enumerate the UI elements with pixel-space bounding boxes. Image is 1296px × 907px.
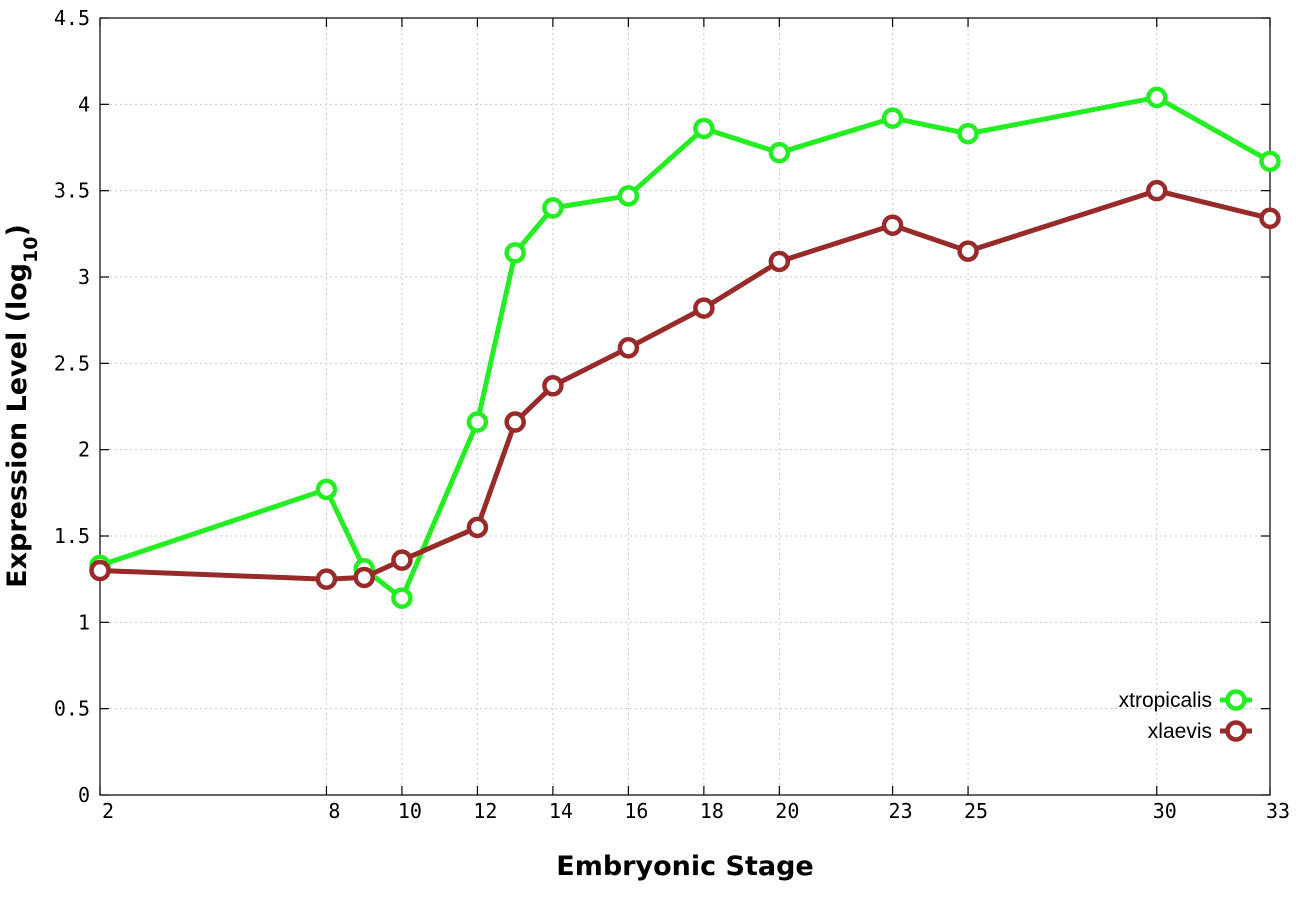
data-point: [542, 197, 564, 219]
data-point: [89, 559, 111, 582]
legend-item-xtropicalis: xtropicalis: [1119, 689, 1252, 712]
data-point: [466, 411, 489, 433]
y-tick-label: 4: [78, 92, 90, 116]
y-tick-label: 1: [78, 610, 90, 634]
x-tick-label: 16: [624, 799, 648, 823]
data-point: [391, 587, 413, 609]
x-tick-label: 10: [398, 799, 422, 823]
legend-item-xlaevis: xlaevis: [1148, 720, 1252, 743]
data-point: [315, 568, 338, 590]
data-point: [466, 516, 489, 539]
data-point: [617, 185, 640, 207]
x-tick-label: 20: [775, 799, 799, 823]
data-point: [1146, 86, 1168, 109]
data-point: [1259, 207, 1281, 230]
data-point: [881, 107, 904, 129]
x-tick-label: 25: [964, 799, 988, 823]
y-axis-title-main: Expression Level (log: [2, 263, 33, 588]
data-point: [504, 411, 526, 433]
data-point: [957, 240, 979, 262]
y-axis-title: Expression Level (log10): [2, 224, 42, 588]
y-tick-label: 3.5: [54, 179, 90, 203]
data-point: [1146, 179, 1168, 202]
y-tick-label: 4.5: [54, 6, 90, 30]
x-tick-label: 2: [102, 799, 114, 823]
x-tick-label: 30: [1153, 799, 1177, 823]
legend-marker: [1225, 720, 1247, 742]
data-point: [504, 242, 526, 264]
y-axis-title-subscript: 10: [20, 236, 42, 262]
legend-label: xlaevis: [1148, 720, 1212, 743]
plot-frame: [99, 17, 1271, 796]
data-point: [315, 478, 338, 501]
data-point: [881, 214, 904, 236]
y-tick-label: 0.5: [54, 697, 90, 721]
series-line: [99, 94, 1272, 601]
series-line: [99, 188, 1271, 582]
data-point: [353, 566, 375, 589]
x-tick-label: 33: [1266, 799, 1290, 823]
data-point: [768, 250, 791, 273]
series-xlaevis: [89, 179, 1281, 590]
data-point: [693, 297, 715, 319]
data-point: [617, 337, 640, 359]
x-tick-label: 12: [473, 799, 497, 823]
x-tick-label: 8: [328, 799, 340, 823]
data-point: [1259, 150, 1281, 173]
data-point: [542, 375, 564, 397]
legend-marker: [1225, 689, 1247, 711]
axis-ticks: 0 0.5 1 1.5 2 2.5 3 3.5 4 4.5 2 8 10 12 14 16 18 20 23 25 30…: [54, 6, 1290, 823]
y-tick-label: 0: [78, 783, 90, 807]
y-tick-label: 2.5: [54, 351, 90, 375]
x-tick-label: 23: [889, 799, 913, 823]
data-point: [391, 549, 413, 571]
data-point: [957, 122, 979, 145]
y-axis-title-close: ): [2, 224, 33, 236]
x-axis-title: Embryonic Stage: [556, 851, 813, 882]
legend: xtropicalis xlaevis: [1119, 689, 1252, 743]
series-xtropicalis: [89, 86, 1281, 609]
y-tick-label: 3: [78, 265, 90, 289]
y-tick-label: 2: [78, 438, 90, 462]
grid: [100, 18, 1270, 795]
data-point: [768, 141, 791, 164]
legend-label: xtropicalis: [1119, 689, 1212, 712]
data-point: [693, 117, 715, 140]
y-tick-label: 1.5: [54, 524, 90, 548]
series-layer: [89, 86, 1281, 609]
x-tick-label: 18: [700, 799, 724, 823]
x-tick-label: 14: [549, 799, 573, 823]
